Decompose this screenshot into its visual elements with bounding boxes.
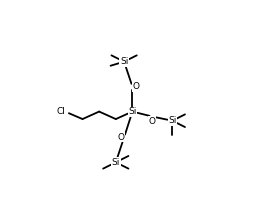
Text: Si: Si xyxy=(120,57,128,66)
Text: O: O xyxy=(132,82,139,91)
Text: Si: Si xyxy=(112,158,120,167)
Text: O: O xyxy=(117,133,124,142)
Text: O: O xyxy=(149,117,156,125)
Text: Si: Si xyxy=(128,107,136,116)
Text: Si: Si xyxy=(168,116,177,125)
Text: Cl: Cl xyxy=(56,107,65,116)
